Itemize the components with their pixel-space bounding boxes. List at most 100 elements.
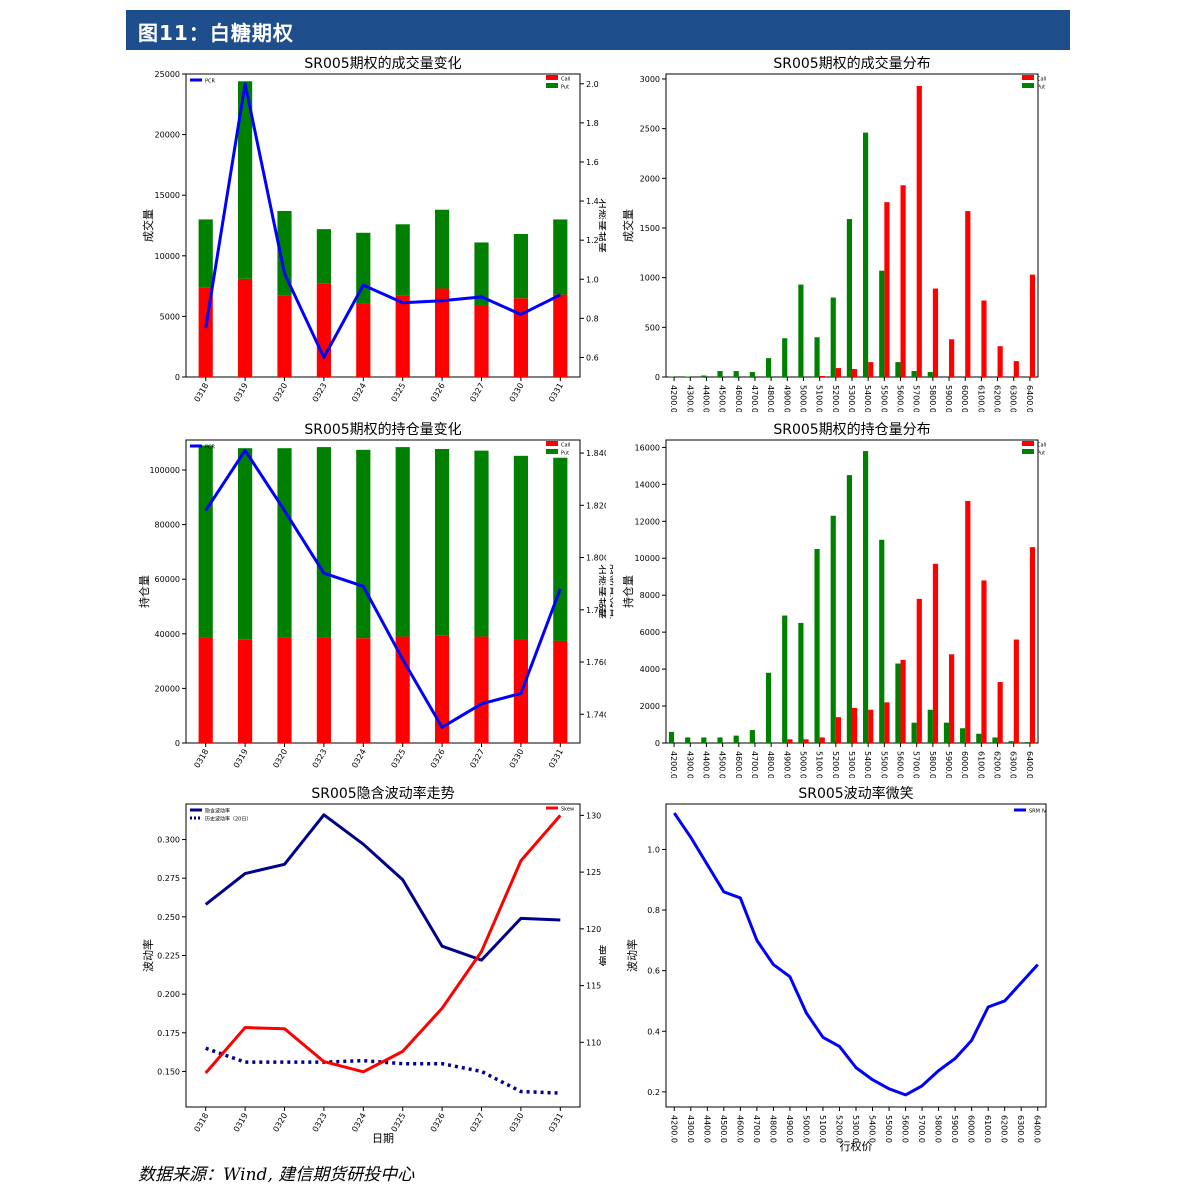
y-tick-label: 0.250	[157, 913, 180, 922]
legend-label: Call	[1037, 443, 1046, 449]
legend-label: Put	[561, 85, 569, 91]
x-tick-label: 5800.0	[928, 385, 937, 412]
bar-call	[238, 278, 253, 377]
y-tick-label: 2000	[640, 174, 660, 183]
x-tick-label: 5600.0	[896, 751, 905, 778]
legend-label: Call	[561, 443, 570, 449]
plot-frame	[185, 73, 581, 378]
bar-put	[765, 358, 772, 377]
x-tick-label: 4700.0	[750, 751, 759, 778]
y-tick-label: 10000	[635, 554, 660, 563]
x-tick-label: 0331	[547, 748, 565, 770]
x-tick-label: 0323	[311, 382, 329, 404]
x-tick-label: 5500.0	[884, 1115, 893, 1143]
x-tick-label: 4500.0	[718, 751, 727, 778]
x-axis-label: 行权价	[840, 1140, 873, 1153]
x-tick-label: 6400.0	[1025, 385, 1034, 412]
bar-put	[435, 209, 450, 289]
bar-call	[997, 346, 1003, 377]
bar-put	[862, 132, 869, 377]
x-tick-label: 0326	[429, 748, 447, 770]
y-tick-label: 0.4	[647, 1027, 660, 1036]
y2-tick-label: 0.8	[586, 314, 599, 323]
bar-put	[798, 284, 804, 377]
bar-call	[277, 637, 292, 743]
y-tick-label: 15000	[155, 191, 180, 200]
legend-swatch	[546, 441, 558, 446]
x-tick-label: 5000.0	[801, 1115, 810, 1143]
bar-call	[949, 339, 955, 377]
x-tick-label: 0330	[508, 748, 526, 770]
x-tick-label: 5200.0	[831, 385, 840, 412]
x-tick-label: 0330	[508, 1112, 526, 1134]
bar-call	[356, 303, 371, 377]
x-tick-label: 5700.0	[917, 1115, 926, 1143]
x-tick-label: 5300.0	[847, 751, 856, 778]
bar-put	[830, 515, 836, 743]
bar-put	[316, 229, 331, 284]
x-tick-label: 4800.0	[768, 1115, 777, 1143]
y-axis-label: 波动率	[141, 939, 155, 972]
y-tick-label: 10000	[155, 252, 180, 261]
bar-call	[316, 637, 331, 743]
y2-axis-label: 偏度	[597, 945, 606, 967]
x-tick-label: 4200.0	[669, 1115, 678, 1143]
x-tick-label: 4300.0	[686, 1115, 695, 1143]
bar-put	[927, 372, 933, 377]
legend-label: 隐含波动率	[205, 808, 230, 815]
bar-call	[277, 295, 292, 377]
legend-label: Call	[1037, 77, 1046, 83]
bar-call	[932, 563, 939, 743]
y2-tick-label: 1.780	[586, 606, 606, 615]
legend-label: 历史波动率（20日）	[205, 816, 251, 823]
x-tick-label: 6300.0	[1016, 1115, 1025, 1143]
bar-put	[960, 728, 966, 743]
x-tick-label: 0330	[508, 382, 526, 404]
x-tick-label: 4600.0	[734, 751, 743, 778]
y-tick-label: 80000	[155, 521, 180, 530]
x-tick-label: 6300.0	[1009, 385, 1018, 412]
open-interest-change-chart: SR005期权的持仓量变化 0 20000 40000 60000 80000 100000…	[126, 418, 606, 778]
bar-call	[835, 717, 842, 743]
figure-header: 图11：白糖期权	[126, 10, 1070, 50]
x-tick-label: 4500.0	[719, 1115, 728, 1143]
x-tick-label: 5000.0	[798, 385, 807, 412]
bar-put	[685, 737, 691, 743]
bar-put	[879, 539, 885, 743]
bar-put	[474, 242, 489, 306]
legend-label: Put	[561, 451, 569, 457]
x-tick-label: 6100.0	[976, 385, 985, 412]
y2-tick-label: 115	[586, 982, 601, 991]
x-tick-label: 4300.0	[685, 385, 694, 412]
bar-call	[965, 500, 971, 743]
volume-change-chart: SR005期权的成交量变化 0 5000 10000 15000 20000 25000 成交…	[126, 52, 606, 412]
y-tick-label: 14000	[635, 480, 660, 489]
bar-put	[911, 722, 917, 743]
legend-label: Put	[1037, 85, 1045, 91]
y2-tick-label: 1.4	[586, 197, 599, 206]
bar-call	[949, 654, 955, 743]
bar-put	[701, 375, 707, 377]
bar-put	[927, 709, 933, 743]
bar-call	[1013, 361, 1019, 377]
x-tick-label: 0319	[232, 1112, 250, 1134]
legend-label: PCR	[205, 79, 216, 85]
legend-label: PCR	[205, 445, 216, 451]
bar-put	[782, 615, 788, 743]
bar-put	[1024, 742, 1030, 743]
x-tick-label: 0327	[468, 748, 486, 770]
bar-put	[733, 371, 739, 377]
y-tick-label: 2500	[640, 125, 660, 134]
y2-tick-label: 1.2	[586, 236, 599, 245]
x-tick-label: 0324	[350, 1112, 368, 1134]
bar-call	[932, 288, 939, 377]
y-tick-label: 0	[655, 739, 660, 748]
bar-call	[513, 298, 528, 377]
y-tick-label: 0.2	[647, 1088, 660, 1097]
x-tick-label: 6400.0	[1025, 751, 1034, 778]
x-tick-label: 5600.0	[896, 385, 905, 412]
open-interest-distribution-chart: SR005期权的持仓量分布 0 2000 4000 6000 8000 10000 12000…	[610, 418, 1070, 778]
bar-call	[981, 300, 987, 377]
x-tick-label: 4600.0	[735, 1115, 744, 1143]
bar-put	[992, 737, 998, 743]
